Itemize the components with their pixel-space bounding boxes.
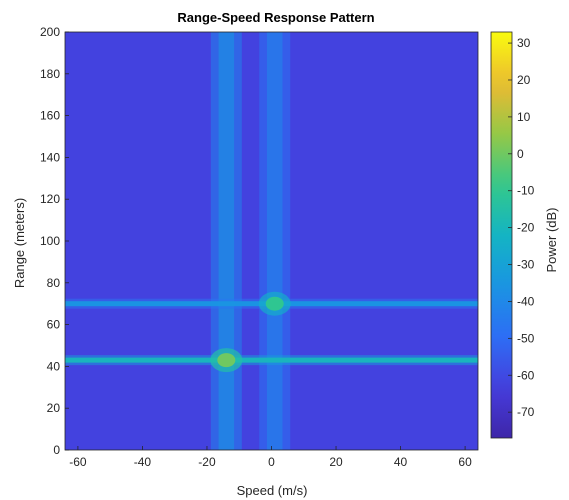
speed-band-core-0 [218,32,235,450]
peak-1 [265,296,284,311]
speed-band-core-1 [266,32,283,450]
colorbar: 30 20 10 0 -10 -20 -30 -40 -50 -60 -70 [490,31,535,439]
x-tick-label: 20 [329,455,343,469]
y-tick-label: 140 [40,150,60,164]
colorbar-tick-label: -20 [517,221,535,235]
x-tick-label: 60 [458,455,472,469]
colorbar-tick-label: 10 [517,110,531,124]
y-tick-label: 120 [40,192,60,206]
colorbar-tick-label: -10 [517,184,535,198]
y-tick-label: 100 [40,234,60,248]
range-band-0 [65,357,478,363]
chart-title: Range-Speed Response Pattern [177,10,374,25]
colorbar-tick-label: -60 [517,368,535,382]
x-tick-label: -40 [134,455,152,469]
colorbar-tick-label: 0 [517,147,524,161]
plot-area [65,32,478,450]
y-tick-label: 180 [40,67,60,81]
colorbar-label: Power (dB) [544,207,559,272]
y-tick-label: 20 [47,401,61,415]
x-tick-label: -60 [69,455,87,469]
x-tick-label: 0 [268,455,275,469]
colorbar-gradient [490,31,513,439]
y-tick-label: 60 [47,318,61,332]
y-tick-label: 40 [47,359,61,373]
y-tick-label: 200 [40,25,60,39]
x-tick-label: 40 [394,455,408,469]
colorbar-tick-label: -50 [517,331,535,345]
x-axis-label: Speed (m/s) [237,483,308,498]
colorbar-tick-label: -30 [517,258,535,272]
y-tick-label: 0 [53,443,60,457]
colorbar-tick-label: 20 [517,73,531,87]
colorbar-tick-label: -40 [517,294,535,308]
colorbar-tick-label: 30 [517,36,531,50]
y-tick-label: 160 [40,109,60,123]
colorbar-tick-label: -70 [517,405,535,419]
y-tick-label: 80 [47,276,61,290]
peak-0 [217,353,236,368]
x-tick-label: -20 [198,455,216,469]
y-axis-label: Range (meters) [12,198,27,288]
axes: -60 -40 -20 0 20 40 60 0 20 40 60 80 100 120 140 160 180… [40,25,479,469]
